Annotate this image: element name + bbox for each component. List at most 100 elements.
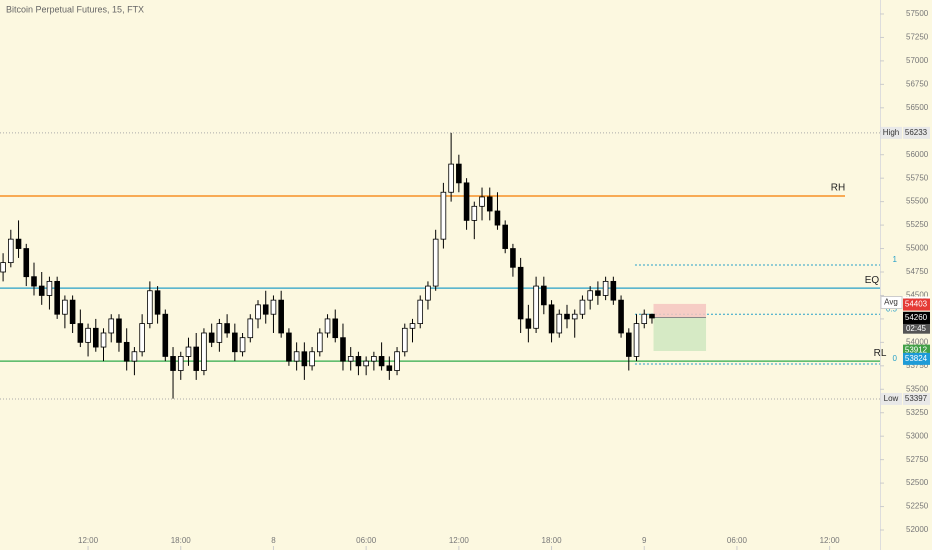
x-tick-label: 06:00 (356, 536, 377, 545)
candle-body (340, 337, 346, 362)
price-tag: 53824 (905, 354, 928, 363)
candle-body (355, 356, 362, 367)
extreme-tag-name-bg (881, 126, 902, 139)
candle-body (332, 318, 339, 339)
candle-body (15, 238, 22, 249)
y-tick-label: 52500 (906, 478, 929, 487)
candle-body (317, 332, 323, 353)
level-label: RL (874, 348, 887, 359)
x-tick-label: 06:00 (727, 536, 748, 545)
candle-body (564, 313, 570, 320)
candle-body (649, 313, 655, 319)
candle-body (417, 299, 424, 325)
candle-body (262, 304, 269, 315)
candle-body (286, 332, 292, 362)
candle-body (324, 318, 331, 334)
countdown: 02:45 (906, 324, 927, 333)
candle-body (193, 346, 200, 371)
candle-body (0, 262, 6, 273)
candle-body (147, 290, 153, 325)
candle-body (270, 299, 277, 315)
candle-body (409, 323, 416, 329)
candle-body (23, 248, 30, 278)
candle-body (463, 182, 470, 221)
candle-body (293, 351, 300, 362)
candle-body (116, 318, 122, 343)
candle-body (517, 266, 524, 320)
candle-body (425, 285, 431, 301)
price-tag: 54260 (905, 313, 928, 322)
candle-body (541, 285, 547, 306)
y-tick-label: 54750 (906, 267, 929, 276)
candle-body (85, 327, 91, 343)
y-tick-label: 55250 (906, 220, 929, 229)
y-tick-label: 53250 (906, 408, 929, 417)
candle-body (54, 280, 60, 315)
candle-body (602, 280, 609, 296)
candle-body (347, 356, 354, 362)
y-tick-label: 56750 (906, 79, 929, 88)
candle-body (432, 238, 439, 287)
price-tag-bg (903, 311, 930, 324)
candle-body (139, 323, 145, 353)
candle-body (108, 318, 115, 334)
extreme-tag-name-bg (881, 392, 902, 405)
candle-body (100, 332, 107, 348)
candle-body (162, 313, 169, 357)
extreme-tag-bg (903, 392, 930, 405)
tag-name: Avg (884, 298, 898, 307)
candle-body (633, 323, 640, 357)
y-tick-label: 55500 (906, 197, 929, 206)
candle-body (301, 351, 308, 367)
y-tick-label: 52750 (906, 455, 929, 464)
price-tag-bg (903, 298, 930, 311)
candle-body (378, 356, 385, 367)
candle-body (371, 356, 377, 362)
candle-body (610, 280, 617, 301)
candle-body (208, 332, 215, 343)
x-tick-label: 12:00 (820, 536, 841, 545)
candle-body (69, 299, 76, 325)
countdown-bg (903, 323, 930, 334)
candle-body (571, 313, 578, 320)
y-tick-label: 54500 (906, 291, 929, 300)
extreme-tag-name: Low (884, 394, 899, 403)
candle-body (154, 290, 161, 315)
y-tick-label: 57000 (906, 56, 929, 65)
extreme-tag-name: High (883, 128, 899, 137)
level-label: EQ (865, 275, 880, 286)
extreme-tag: 56233 (905, 128, 928, 137)
y-tick-label: 57500 (906, 9, 929, 18)
chart-title: Bitcoin Perpetual Futures, 15, FTX (6, 4, 144, 14)
y-tick-label: 52250 (906, 502, 929, 511)
candle-body (556, 313, 563, 334)
y-tick-label: 53500 (906, 384, 929, 393)
candle-body (440, 191, 447, 240)
candle-body (386, 365, 393, 371)
x-tick-label: 9 (642, 536, 647, 545)
candle-body (232, 332, 238, 353)
x-tick-label: 12:00 (78, 536, 99, 545)
candle-body (216, 323, 223, 343)
price-tag-bg (903, 352, 930, 365)
candle-body (533, 285, 539, 329)
candle-body (625, 332, 632, 357)
candle-body (579, 299, 586, 315)
candle-body (185, 346, 192, 357)
candle-body (456, 163, 462, 184)
candle-body (394, 351, 400, 371)
candle-body (247, 318, 254, 339)
price-tag: 53912 (905, 346, 928, 355)
candle-body (123, 341, 130, 362)
candle-body (278, 299, 284, 334)
y-tick-label: 53750 (906, 361, 929, 370)
candle-body (595, 290, 601, 296)
candle-body (31, 276, 37, 287)
candle-body (479, 196, 485, 207)
fib-label: 1 (893, 255, 898, 264)
candle-body (201, 332, 207, 371)
target-zone (653, 317, 707, 351)
x-tick-label: 18:00 (542, 536, 563, 545)
candle-body (62, 299, 68, 315)
